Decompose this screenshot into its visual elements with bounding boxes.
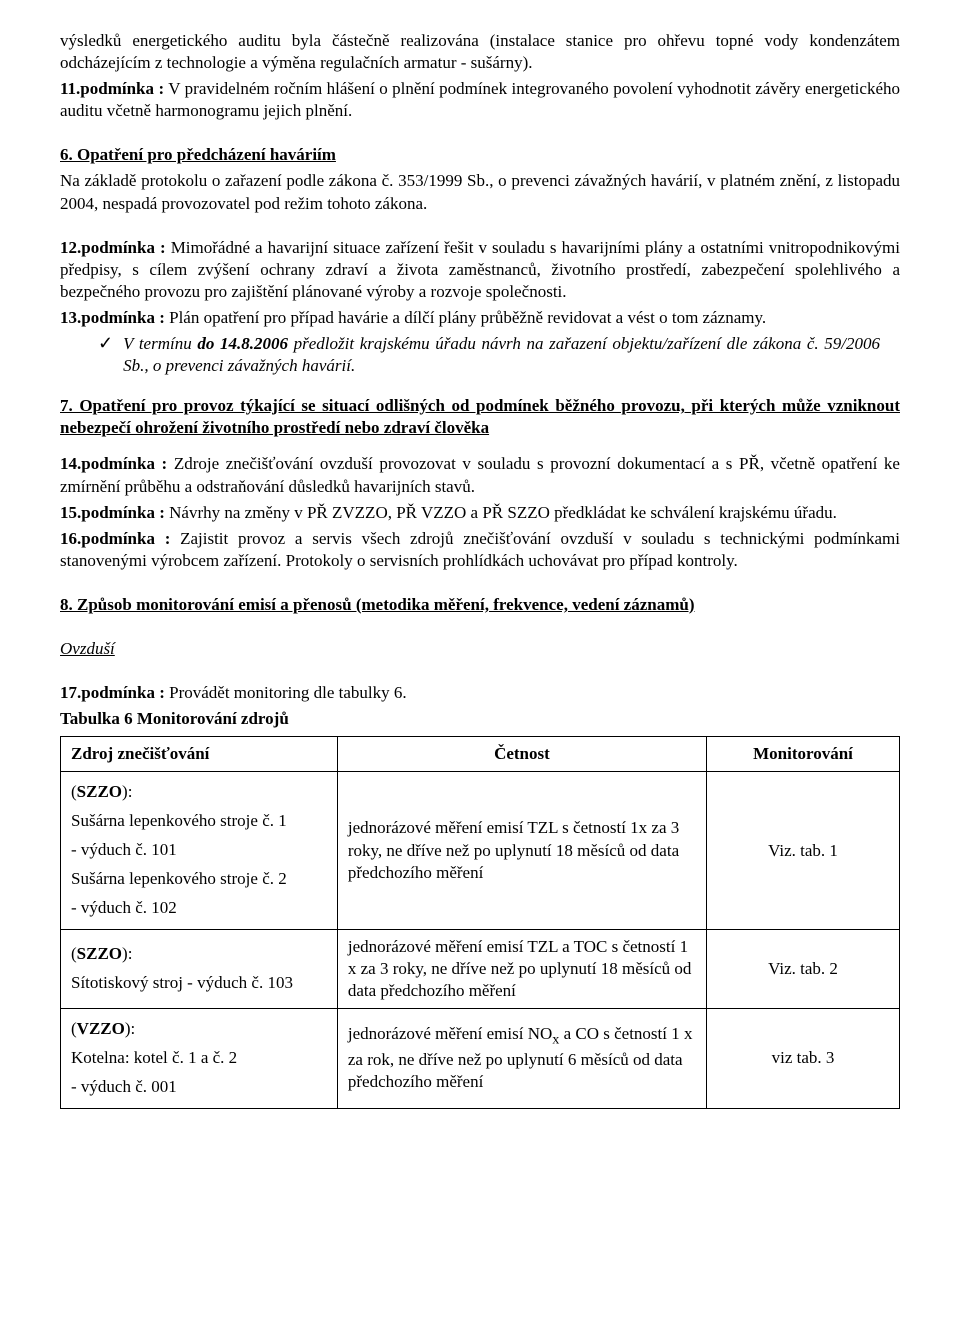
table-row: (SZZO):Sušárna lepenkového stroje č. 1- … — [61, 772, 900, 929]
condition-14: 14.podmínka : Zdroje znečišťování ovzduš… — [60, 453, 900, 497]
condition-13: 13.podmínka : Plán opatření pro případ h… — [60, 307, 900, 329]
table-cell-source: (VZZO):Kotelna: kotel č. 1 a č. 2- výduc… — [61, 1009, 338, 1109]
ovzdusi-label: Ovzduší — [60, 638, 900, 660]
condition-15-text: Návrhy na změny v PŘ ZVZZO, PŘ VZZO a PŘ… — [165, 503, 837, 522]
checklist-pre: V termínu — [123, 334, 197, 353]
condition-15-lead: 15.podmínka : — [60, 503, 165, 522]
table-6-title: Tabulka 6 Monitorování zdrojů — [60, 708, 900, 730]
table-6: Zdroj znečišťování Četnost Monitorování … — [60, 736, 900, 1109]
document-page: výsledků energetického auditu byla částe… — [0, 0, 960, 1149]
condition-16-text: Zajistit provoz a servis všech zdrojů zn… — [60, 529, 900, 570]
section-7-heading: 7. Opatření pro provoz týkající se situa… — [60, 395, 900, 439]
checklist-text: V termínu do 14.8.2006 předložit krajské… — [123, 333, 880, 377]
condition-14-text: Zdroje znečišťování ovzduší provozovat v… — [60, 454, 900, 495]
checklist-bold: do 14.8.2006 — [197, 334, 288, 353]
condition-11-text: V pravidelném ročním hlášení o plnění po… — [60, 79, 900, 120]
table-cell-monitoring: Viz. tab. 2 — [707, 929, 900, 1008]
condition-16: 16.podmínka : Zajistit provoz a servis v… — [60, 528, 900, 572]
condition-17-lead: 17.podmínka : — [60, 683, 165, 702]
ovzdusi-text: Ovzduší — [60, 639, 115, 658]
section-8-heading-text: 8. Způsob monitorování emisí a přenosů (… — [60, 595, 695, 614]
condition-17-text: Provádět monitoring dle tabulky 6. — [165, 683, 407, 702]
condition-13-text: Plán opatření pro případ havárie a dílčí… — [165, 308, 766, 327]
paragraph-top: výsledků energetického auditu byla částe… — [60, 30, 900, 74]
condition-11-lead: 11.podmínka : — [60, 79, 164, 98]
section-7-heading-text: 7. Opatření pro provoz týkající se situa… — [60, 396, 900, 437]
section-6-heading-text: 6. Opatření pro předcházení haváriím — [60, 145, 336, 164]
condition-12-lead: 12.podmínka : — [60, 238, 166, 257]
checklist-item: ✓ V termínu do 14.8.2006 předložit krajs… — [98, 333, 880, 377]
table-cell-monitoring: viz tab. 3 — [707, 1009, 900, 1109]
condition-11: 11.podmínka : V pravidelném ročním hláše… — [60, 78, 900, 122]
table-cell-frequency: jednorázové měření emisí NOx a CO s četn… — [337, 1009, 706, 1109]
section-8-heading: 8. Způsob monitorování emisí a přenosů (… — [60, 594, 900, 616]
table-cell-frequency: jednorázové měření emisí TZL s četností … — [337, 772, 706, 929]
table-cell-source: (SZZO):Sítotiskový stroj - výduch č. 103 — [61, 929, 338, 1008]
table-cell-source: (SZZO):Sušárna lepenkového stroje č. 1- … — [61, 772, 338, 929]
section-6-heading: 6. Opatření pro předcházení haváriím — [60, 144, 900, 166]
condition-12: 12.podmínka : Mimořádné a havarijní situ… — [60, 237, 900, 303]
table-cell-frequency: jednorázové měření emisí TZL a TOC s čet… — [337, 929, 706, 1008]
check-icon: ✓ — [98, 333, 113, 355]
table-header-source: Zdroj znečišťování — [61, 737, 338, 772]
condition-13-lead: 13.podmínka : — [60, 308, 165, 327]
table-cell-monitoring: Viz. tab. 1 — [707, 772, 900, 929]
condition-15: 15.podmínka : Návrhy na změny v PŘ ZVZZO… — [60, 502, 900, 524]
condition-14-lead: 14.podmínka : — [60, 454, 167, 473]
table-header-row: Zdroj znečišťování Četnost Monitorování — [61, 737, 900, 772]
condition-17: 17.podmínka : Provádět monitoring dle ta… — [60, 682, 900, 704]
section-6-text: Na základě protokolu o zařazení podle zá… — [60, 170, 900, 214]
condition-12-text: Mimořádné a havarijní situace zařízení ř… — [60, 238, 900, 301]
table-row: (VZZO):Kotelna: kotel č. 1 a č. 2- výduc… — [61, 1009, 900, 1109]
table-header-monitoring: Monitorování — [707, 737, 900, 772]
table-header-frequency: Četnost — [337, 737, 706, 772]
condition-16-lead: 16.podmínka : — [60, 529, 170, 548]
table-row: (SZZO):Sítotiskový stroj - výduch č. 103… — [61, 929, 900, 1008]
